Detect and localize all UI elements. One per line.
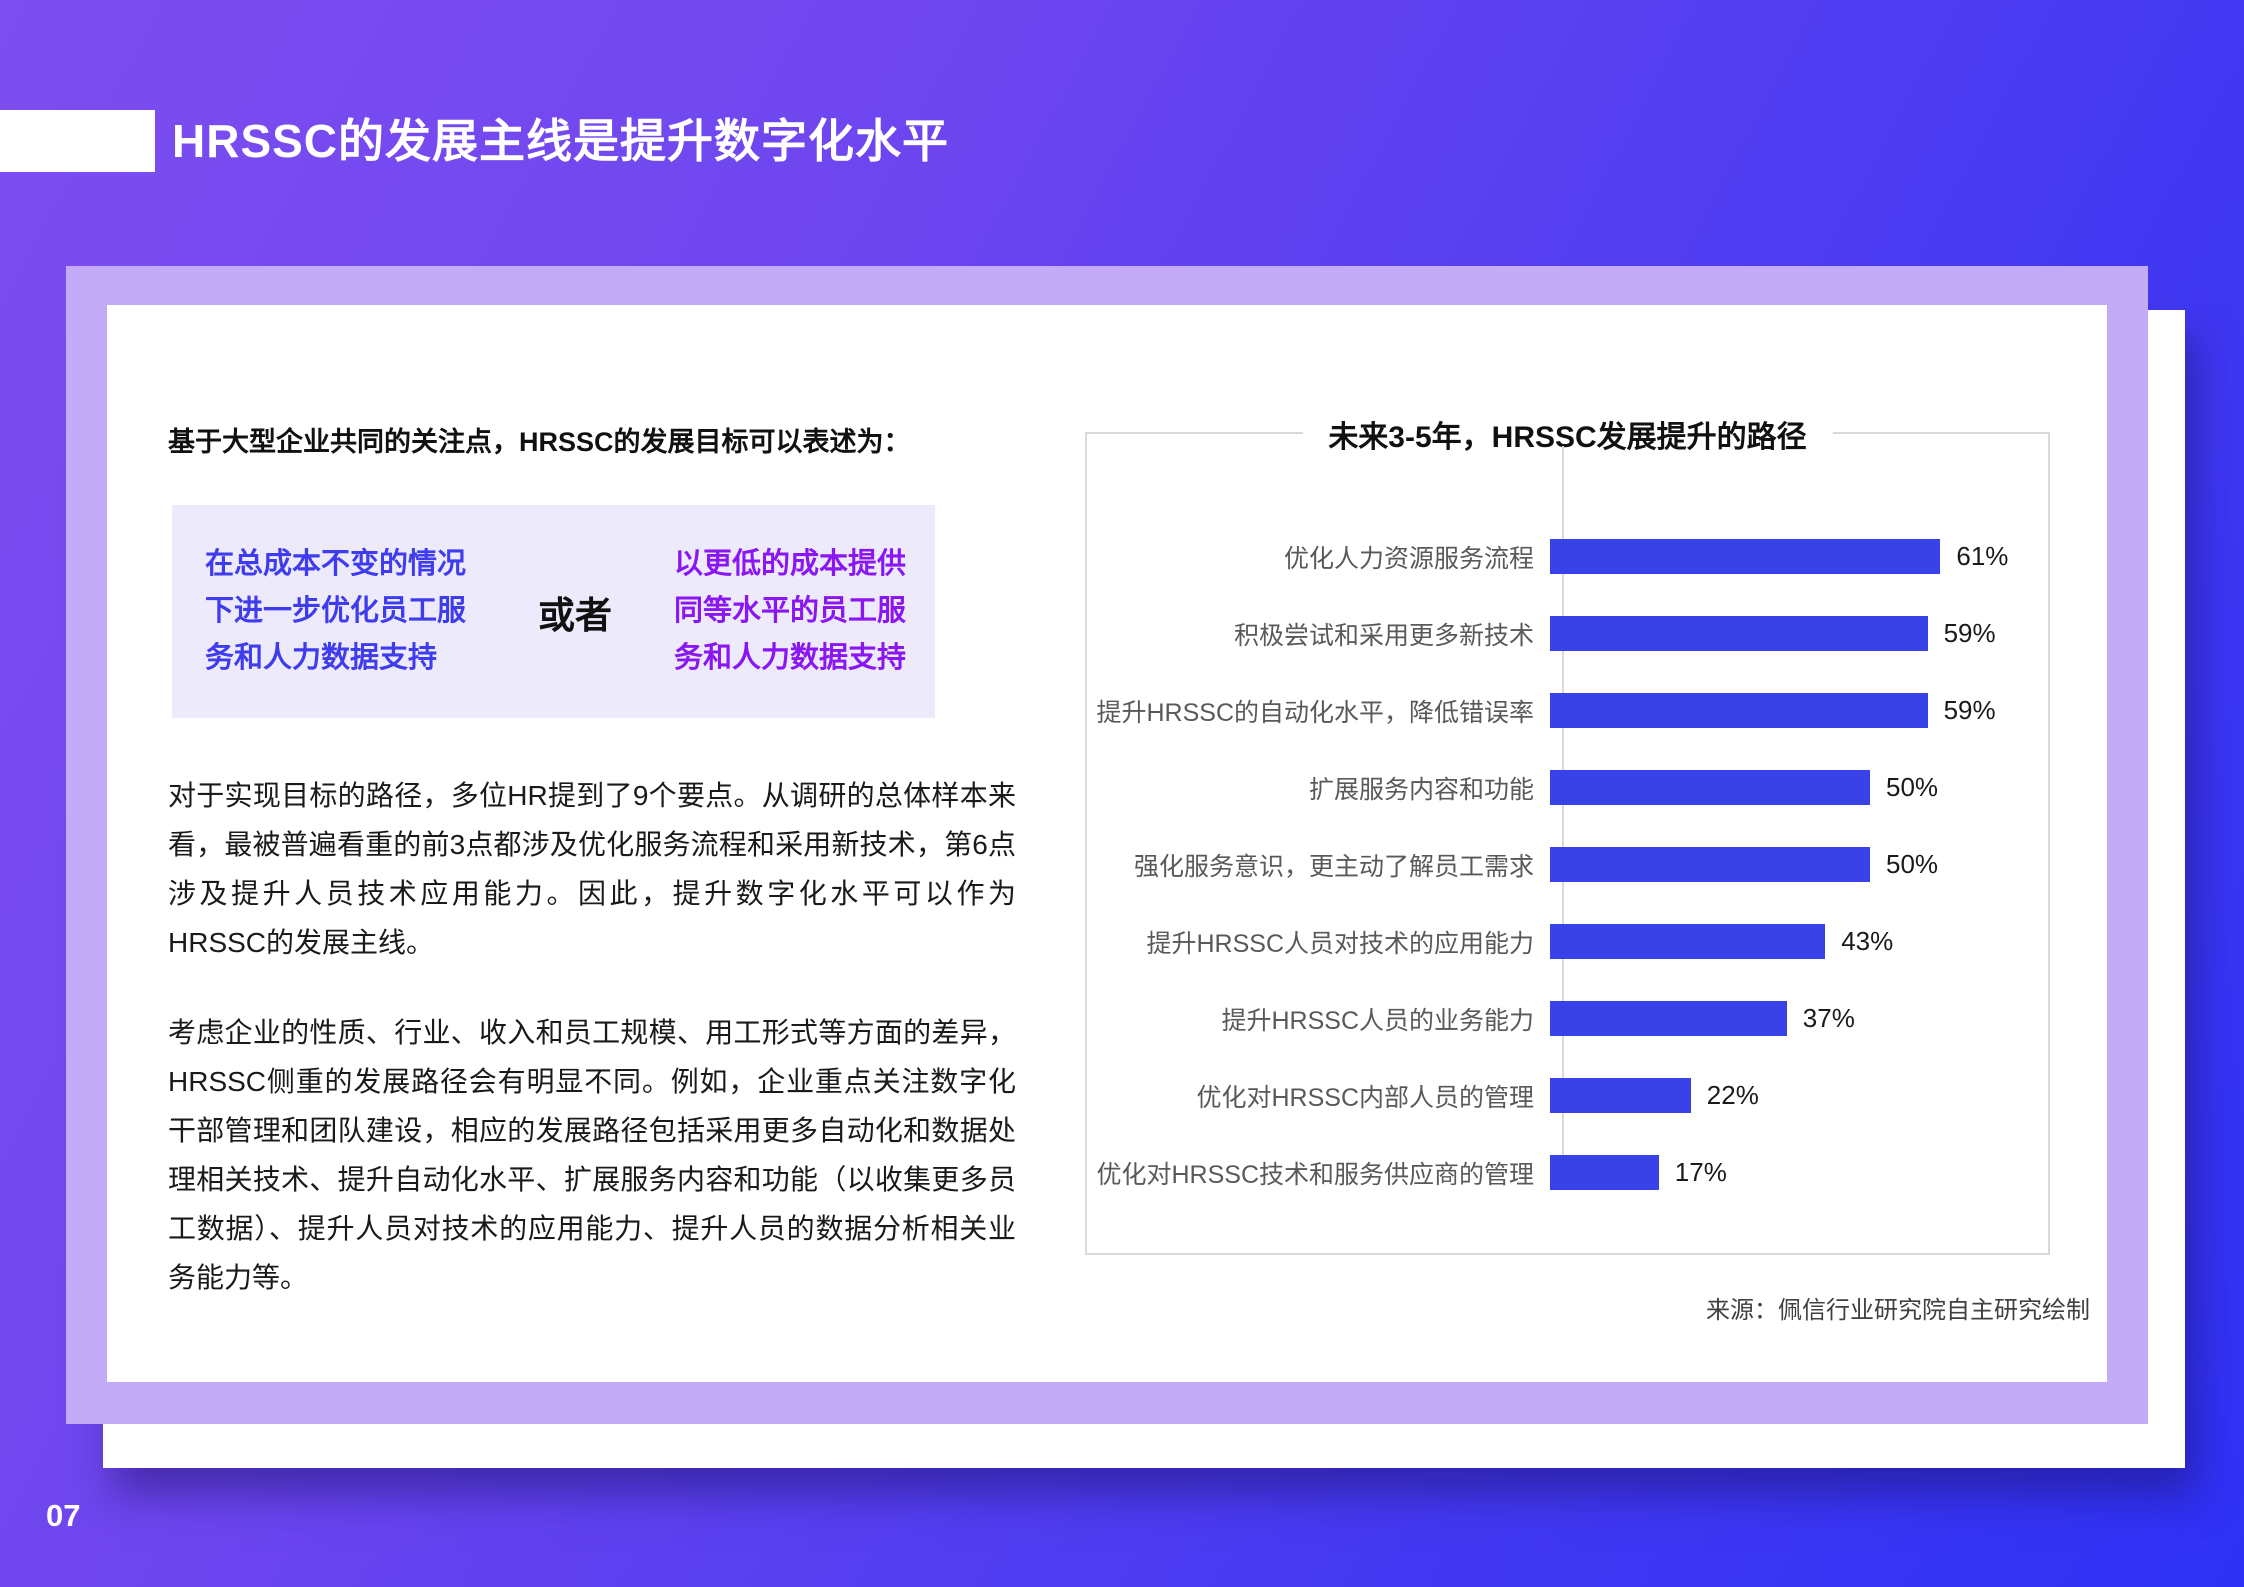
bar-value: 50%: [1886, 849, 1939, 879]
bar-label: 提升HRSSC的自动化水平，降低错误率: [1096, 698, 1534, 727]
bar: [1550, 924, 1826, 959]
content-card: 基于大型企业共同的关注点，HRSSC的发展目标可以表述为： 在总成本不变的情况 …: [107, 305, 2107, 1382]
goal-option-b: 以更低的成本提供 同等水平的员工服 务和人力数据支持: [674, 541, 906, 682]
chart-row: 优化对HRSSC内部人员的管理 22%: [1087, 1057, 2048, 1134]
bar: [1550, 1078, 1691, 1113]
bar: [1550, 616, 1928, 651]
goal-option-b-line: 以更低的成本提供: [674, 548, 907, 580]
intro-heading: 基于大型企业共同的关注点，HRSSC的发展目标可以表述为：: [168, 427, 911, 457]
goal-option-a-line: 在总成本不变的情况: [205, 548, 467, 580]
goal-option-b-line: 同等水平的员工服: [674, 595, 907, 627]
chart-axis-line: [1562, 446, 1564, 1170]
chart-row: 优化对HRSSC技术和服务供应商的管理 17%: [1087, 1134, 2048, 1211]
bar: [1550, 847, 1870, 882]
bar-label: 强化服务意识，更主动了解员工需求: [1133, 852, 1534, 881]
bar: [1550, 693, 1928, 728]
bar: [1550, 1155, 1659, 1190]
goal-option-a-line: 务和人力数据支持: [205, 642, 438, 674]
lavender-frame: 基于大型企业共同的关注点，HRSSC的发展目标可以表述为： 在总成本不变的情况 …: [66, 266, 2148, 1424]
bar: [1550, 539, 1941, 574]
bar-value: 50%: [1886, 772, 1939, 802]
bar: [1550, 770, 1870, 805]
chart-row: 提升HRSSC人员的业务能力 37%: [1087, 980, 2048, 1057]
bar-label: 优化人力资源服务流程: [1283, 544, 1534, 573]
chart-row: 提升HRSSC的自动化水平，降低错误率 59%: [1087, 672, 2048, 749]
chart-row: 扩展服务内容和功能 50%: [1087, 749, 2048, 826]
bar-label: 提升HRSSC人员的业务能力: [1221, 1006, 1534, 1035]
bar-value: 37%: [1802, 1003, 1855, 1033]
bar-value: 17%: [1674, 1157, 1727, 1187]
bar: [1550, 1001, 1787, 1036]
chart-source: 来源：佩信行业研究院自主研究绘制: [1706, 1297, 2090, 1324]
goal-option-a: 在总成本不变的情况 下进一步优化员工服 务和人力数据支持: [205, 541, 466, 682]
bar-label: 优化对HRSSC技术和服务供应商的管理: [1096, 1160, 1534, 1189]
bar-value: 59%: [1943, 618, 1996, 648]
page-title: HRSSC的发展主线是提升数字化水平: [172, 115, 950, 167]
chart-row: 积极尝试和采用更多新技术 59%: [1087, 595, 2048, 672]
goal-option-a-line: 下进一步优化员工服: [205, 595, 467, 627]
body-paragraph: 对于实现目标的路径，多位HR提到了9个要点。从调研的总体样本来看，最被普遍看重的…: [168, 780, 1016, 958]
chart-row: 强化服务意识，更主动了解员工需求 50%: [1087, 826, 2048, 903]
bar-value: 59%: [1943, 695, 1996, 725]
goal-option-b-line: 务和人力数据支持: [674, 642, 907, 674]
bar-label: 扩展服务内容和功能: [1308, 775, 1534, 804]
bar-label: 优化对HRSSC内部人员的管理: [1196, 1083, 1534, 1112]
bar-value: 61%: [1956, 541, 2009, 571]
chart-row: 提升HRSSC人员对技术的应用能力 43%: [1087, 903, 2048, 980]
chart-title: 未来3-5年，HRSSC发展提升的路径: [1302, 412, 1833, 456]
or-label: 或者: [538, 594, 613, 636]
bar-chart: 未来3-5年，HRSSC发展提升的路径 优化人力资源服务流程 61% 积极尝试和…: [1085, 412, 2050, 1255]
title-accent-bar: [0, 110, 155, 172]
bar-label: 积极尝试和采用更多新技术: [1233, 621, 1534, 650]
bar-value: 22%: [1706, 1080, 1759, 1110]
goal-box: 在总成本不变的情况 下进一步优化员工服 务和人力数据支持 或者 以更低的成本提供…: [172, 505, 935, 718]
bar-value: 43%: [1841, 926, 1894, 956]
page-number: 07: [46, 1498, 81, 1533]
chart-row: 优化人力资源服务流程 61%: [1087, 518, 2048, 595]
bar-label: 提升HRSSC人员对技术的应用能力: [1146, 929, 1534, 958]
body-paragraph: 考虑企业的性质、行业、收入和员工规模、用工形式等方面的差异，HRSSC侧重的发展…: [168, 1017, 1016, 1293]
chart-rows: 优化人力资源服务流程 61% 积极尝试和采用更多新技术 59% 提升HRSSC的…: [1087, 518, 2048, 1211]
